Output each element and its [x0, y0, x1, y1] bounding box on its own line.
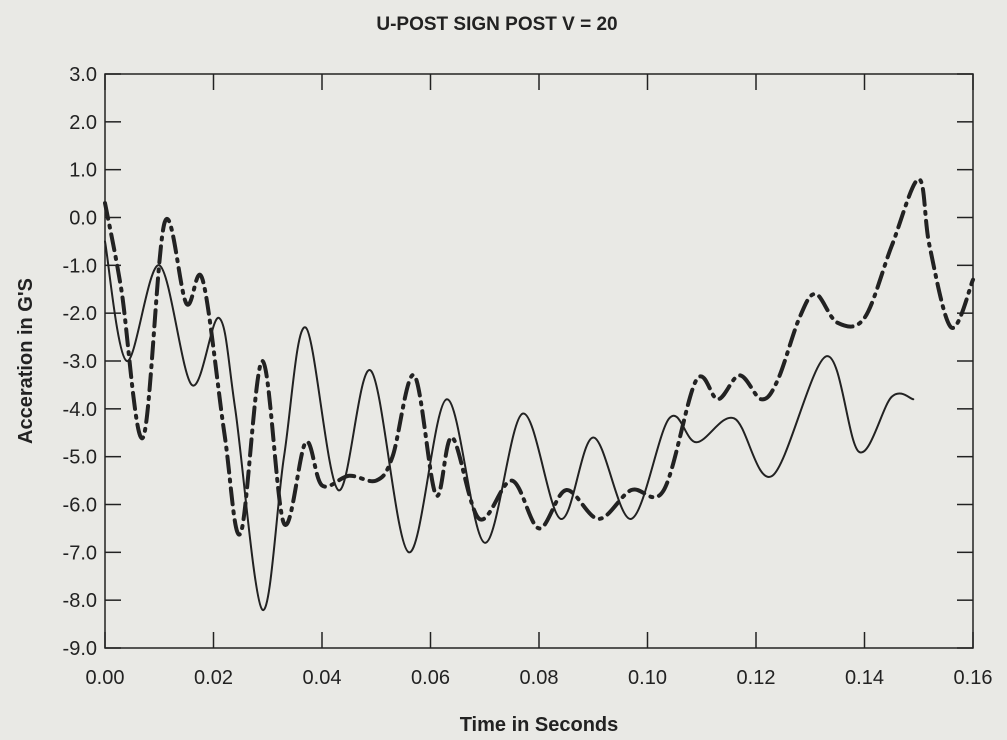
- y-tick-label: 2.0: [69, 112, 97, 134]
- y-axis-title: Acceration in G'S: [15, 278, 37, 444]
- y-tick-label: -1.0: [63, 255, 97, 277]
- x-tick-label: 0.08: [520, 667, 559, 689]
- y-tick-label: -8.0: [63, 590, 97, 612]
- series-line-dash-dot: [103, 177, 975, 537]
- y-tick-label: -9.0: [63, 638, 97, 660]
- x-tick-label: 0.12: [737, 667, 776, 689]
- y-tick-label: -2.0: [63, 303, 97, 325]
- axis-ticks: 0.00 0.02 0.04 0.06 0.08 0.10 0.12 0.14 0.16 3.0 2…: [63, 64, 993, 689]
- x-axis-title: Time in Seconds: [460, 714, 619, 736]
- x-tick-label: 0.02: [194, 667, 233, 689]
- y-tick-label: -5.0: [63, 447, 97, 469]
- y-tick-label: 1.0: [69, 160, 97, 182]
- y-tick-label: 0.0: [69, 208, 97, 230]
- x-tick-label: 0.00: [86, 667, 125, 689]
- x-tick-label: 0.14: [845, 667, 884, 689]
- x-tick-label: 0.16: [954, 667, 993, 689]
- y-tick-label: 3.0: [69, 64, 97, 86]
- chart-title: U-POST SIGN POST V = 20: [376, 14, 617, 35]
- x-tick-label: 0.10: [628, 667, 667, 689]
- x-tick-label: 0.04: [303, 667, 342, 689]
- y-tick-label: -6.0: [63, 495, 97, 517]
- plot-area-frame: [104, 73, 974, 649]
- y-tick-label: -4.0: [63, 399, 97, 421]
- y-tick-label: -7.0: [63, 542, 97, 564]
- y-tick-label: -3.0: [63, 351, 97, 373]
- series-line-solid: [104, 240, 915, 611]
- data-series: [103, 177, 975, 611]
- x-tick-label: 0.06: [411, 667, 450, 689]
